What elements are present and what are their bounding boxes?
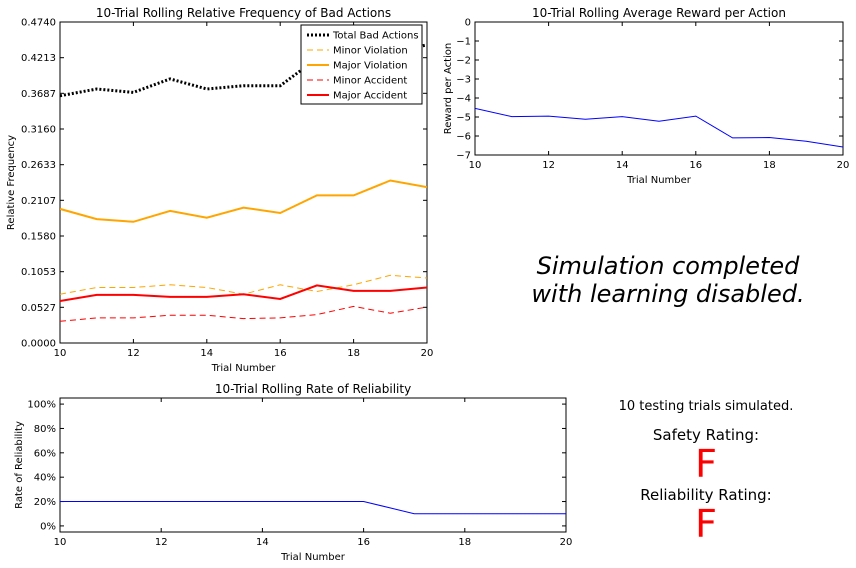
y-tick-label: −4 bbox=[456, 94, 471, 105]
chart-title: 10-Trial Rolling Rate of Reliability bbox=[215, 382, 411, 396]
x-tick-label: 16 bbox=[274, 348, 287, 359]
y-tick-label: 0.1580 bbox=[21, 232, 56, 243]
x-tick-label: 18 bbox=[763, 160, 776, 171]
x-axis-label: Trial Number bbox=[280, 552, 346, 563]
y-tick-label: −1 bbox=[456, 37, 471, 48]
y-tick-label: −7 bbox=[456, 151, 471, 162]
y-tick-label: 0% bbox=[40, 521, 56, 532]
chart-bad-actions: 10-Trial Rolling Relative Frequency of B… bbox=[6, 6, 433, 374]
status-line-1: Simulation completed bbox=[536, 252, 800, 280]
x-tick-label: 12 bbox=[155, 537, 168, 548]
legend-entry: Minor Violation bbox=[333, 46, 408, 57]
y-tick-label: −6 bbox=[456, 132, 471, 143]
x-tick-label: 14 bbox=[256, 537, 269, 548]
safety-rating-label: Safety Rating: bbox=[652, 426, 760, 444]
y-tick-label: 0.0527 bbox=[21, 303, 56, 314]
chart-reward: 10-Trial Rolling Average Reward per Acti… bbox=[443, 6, 849, 186]
y-tick-label: 100% bbox=[27, 400, 56, 411]
legend-entry: Total Bad Actions bbox=[332, 31, 419, 42]
y-axis-label: Relative Frequency bbox=[6, 135, 17, 230]
x-axis-label: Trial Number bbox=[211, 363, 277, 374]
series-line-main bbox=[60, 501, 566, 515]
x-tick-label: 14 bbox=[616, 160, 629, 171]
chart-title: 10-Trial Rolling Relative Frequency of B… bbox=[96, 6, 391, 20]
x-tick-label: 18 bbox=[347, 348, 360, 359]
x-tick-label: 10 bbox=[54, 348, 67, 359]
safety-rating-grade: F bbox=[695, 442, 717, 486]
series-line-major-violation bbox=[60, 179, 427, 223]
y-axis-label: Reward per Action bbox=[443, 43, 454, 135]
y-tick-label: 40% bbox=[34, 473, 56, 484]
y-tick-label: 20% bbox=[34, 497, 56, 508]
y-tick-label: 0.3160 bbox=[21, 125, 56, 136]
y-axis-label: Rate of Reliability bbox=[14, 421, 25, 509]
x-tick-label: 20 bbox=[837, 160, 850, 171]
y-tick-label: 0.4740 bbox=[21, 18, 56, 29]
plot-frame bbox=[59, 21, 428, 344]
series-line-minor-accident bbox=[60, 305, 427, 322]
x-tick-label: 18 bbox=[458, 537, 471, 548]
legend-entry: Minor Accident bbox=[333, 76, 407, 87]
y-tick-label: 0 bbox=[465, 18, 471, 29]
y-tick-label: 60% bbox=[34, 448, 56, 459]
y-tick-label: 80% bbox=[34, 424, 56, 435]
y-tick-label: 0.1053 bbox=[21, 267, 56, 278]
y-tick-label: −3 bbox=[456, 75, 471, 86]
x-tick-label: 10 bbox=[469, 160, 482, 171]
status-line-2: with learning disabled. bbox=[531, 280, 805, 308]
chart-legend: Total Bad Actions Minor Violation Major Vi… bbox=[300, 24, 423, 105]
y-tick-label: 0.2633 bbox=[21, 160, 56, 171]
plot-frame bbox=[474, 21, 844, 156]
x-tick-label: 20 bbox=[560, 537, 573, 548]
x-tick-label: 20 bbox=[421, 348, 434, 359]
y-tick-label: 0.4213 bbox=[21, 53, 56, 64]
chart-title: 10-Trial Rolling Average Reward per Acti… bbox=[532, 6, 786, 20]
y-tick-label: −2 bbox=[456, 56, 471, 67]
y-tick-label: −5 bbox=[456, 113, 471, 124]
chart-reliability: 10-Trial Rolling Rate of Reliability Tria… bbox=[14, 382, 572, 563]
x-tick-label: 10 bbox=[54, 537, 67, 548]
x-tick-label: 16 bbox=[357, 537, 370, 548]
ratings-panel: 10 testing trials simulated. Safety Rati… bbox=[586, 398, 826, 544]
series-line-main bbox=[475, 107, 843, 148]
legend-entry: Major Accident bbox=[333, 91, 407, 102]
x-tick-label: 12 bbox=[127, 348, 140, 359]
x-tick-label: 16 bbox=[689, 160, 702, 171]
reliability-rating-grade: F bbox=[695, 502, 717, 546]
legend-entry: Major Violation bbox=[333, 61, 408, 72]
trials-simulated-text: 10 testing trials simulated. bbox=[618, 399, 794, 414]
y-tick-label: 0.2107 bbox=[21, 196, 56, 207]
simulation-status-text: Simulation completed with learning disab… bbox=[500, 252, 836, 308]
x-tick-label: 12 bbox=[542, 160, 555, 171]
y-tick-label: 0.3687 bbox=[21, 89, 56, 100]
y-tick-label: 0.0000 bbox=[21, 339, 56, 350]
x-axis-label: Trial Number bbox=[626, 175, 692, 186]
reliability-rating-label: Reliability Rating: bbox=[640, 486, 772, 504]
plot-frame bbox=[59, 397, 567, 533]
x-tick-label: 14 bbox=[200, 348, 213, 359]
series-line-major-accident bbox=[60, 284, 427, 302]
